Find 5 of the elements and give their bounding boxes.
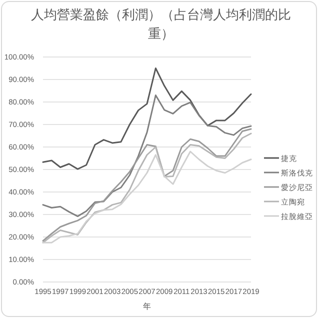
line-series bbox=[42, 94, 252, 218]
line-series bbox=[42, 68, 252, 170]
line-series bbox=[42, 150, 252, 244]
x-axis-title: 年 bbox=[143, 302, 151, 311]
chart-title: 人均營業盈餘（利潤）（占台灣人均利潤的比重） bbox=[30, 7, 292, 44]
